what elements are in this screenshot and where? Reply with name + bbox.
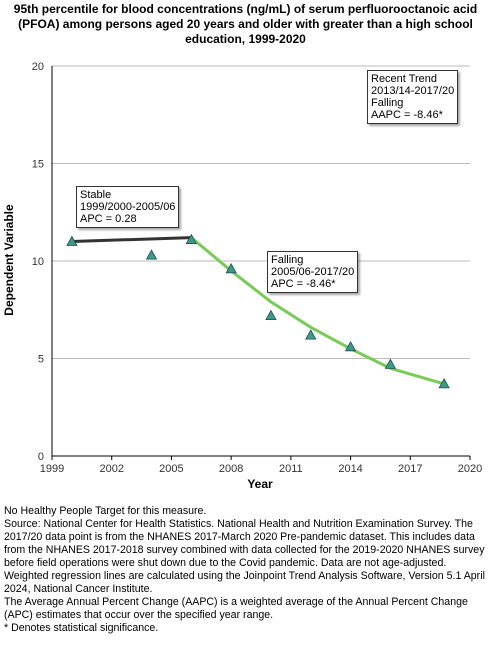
footnote-line: The Average Annual Percent Change (AAPC)… xyxy=(4,596,468,621)
data-point xyxy=(225,262,237,274)
x-tick-label: 2005 xyxy=(159,463,183,475)
x-tick-label: 2002 xyxy=(99,463,123,475)
y-tick-label: 5 xyxy=(38,354,44,366)
data-point xyxy=(384,358,397,369)
data-point xyxy=(438,378,450,389)
y-tick-label: 20 xyxy=(32,61,44,73)
data-point xyxy=(265,309,277,320)
annotation-line: APC = 0.28 xyxy=(80,213,137,225)
footnote-line: * Denotes statistical significance. xyxy=(4,622,159,634)
data-point xyxy=(66,235,78,246)
annotation-line: APC = -8.46* xyxy=(271,278,336,290)
x-tick-label: 2020 xyxy=(458,463,482,475)
trend-lines xyxy=(70,236,446,386)
data-point xyxy=(344,340,357,352)
annotation-stable: Stable 1999/2000-2005/06 APC = 0.28 xyxy=(76,186,180,228)
annotation-line: Recent Trend xyxy=(371,73,438,85)
axes: 0 5 10 15 20 1999 2002 2005 2008 2011 2014 2017 2020 xyxy=(32,61,482,475)
annotation-line: 1999/2000-2005/06 xyxy=(80,201,176,213)
annotation-line: 2005/06-2017/20 xyxy=(271,266,355,278)
grid-lines xyxy=(52,65,470,359)
y-tick-label: 0 xyxy=(38,451,44,463)
data-points xyxy=(66,233,450,389)
footnote-line: Weighted regression lines are calculated… xyxy=(4,570,485,595)
x-tick-label: 1999 xyxy=(40,463,64,475)
data-point xyxy=(185,233,198,244)
data-point xyxy=(145,249,158,260)
annotation-recent-trend: Recent Trend 2013/14-2017/20 Falling AAP… xyxy=(367,70,459,124)
y-tick-label: 10 xyxy=(32,256,44,268)
footnotes: No Healthy People Target for this measur… xyxy=(4,505,488,635)
annotation-falling: Falling 2005/06-2017/20 APC = -8.46* xyxy=(267,251,359,293)
chart-title: 95th percentile for blood concentrations… xyxy=(13,2,478,46)
data-point xyxy=(305,329,317,340)
annotation-line: Falling xyxy=(371,97,404,109)
footnote-line: Source: National Center for Health Stati… xyxy=(4,518,485,569)
x-tick-label: 2017 xyxy=(398,463,422,475)
x-tick-label: 2011 xyxy=(279,463,303,475)
footnote-line: No Healthy People Target for this measur… xyxy=(4,505,207,517)
annotation-line: 2013/14-2017/20 xyxy=(371,85,455,97)
x-tick-label: 2008 xyxy=(219,463,243,475)
annotation-line: Stable xyxy=(80,189,112,201)
y-axis-label: Dependent Variable xyxy=(2,204,16,316)
x-tick-label: 2014 xyxy=(338,463,362,475)
trend-line-stable xyxy=(70,236,193,243)
annotation-line: AAPC = -8.46* xyxy=(371,109,443,121)
x-axis-label: Year xyxy=(247,477,273,491)
chart-area: 0 5 10 15 20 1999 2002 2005 2008 2011 2014 2017 2020… xyxy=(2,61,482,491)
y-tick-label: 15 xyxy=(32,159,44,171)
annotation-line: Falling xyxy=(271,254,304,266)
